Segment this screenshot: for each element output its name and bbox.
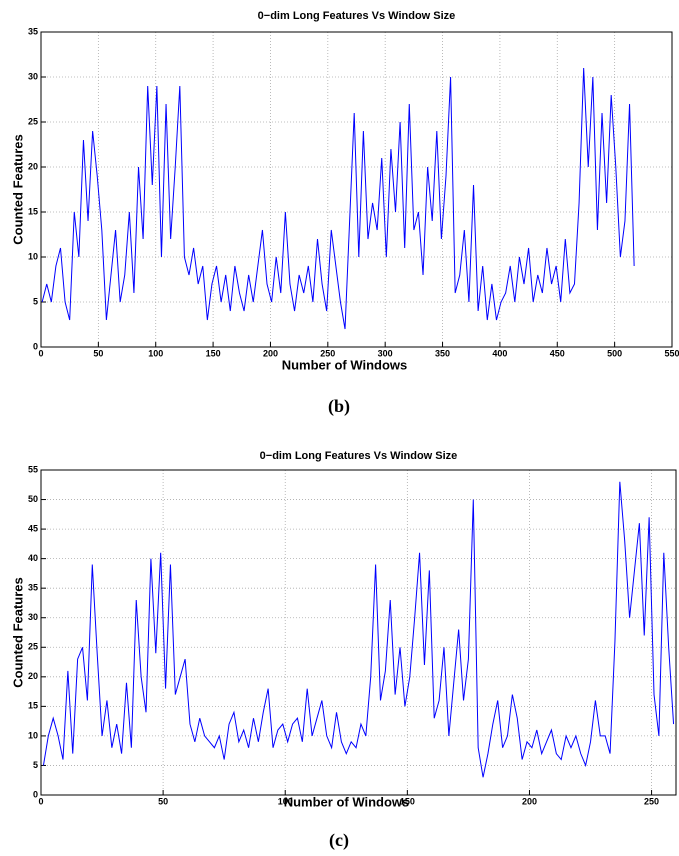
y-tick-label: 10	[28, 730, 38, 740]
y-tick-label: 25	[28, 116, 38, 126]
y-tick-label: 30	[28, 71, 38, 81]
x-tick-label: 200	[522, 796, 537, 806]
x-axis-label: Number of Windows	[284, 794, 410, 809]
y-axis-label: Counted Features	[10, 577, 25, 688]
x-tick-label: 100	[278, 796, 293, 806]
x-tick-label: 350	[435, 348, 450, 358]
x-tick-label: 300	[378, 348, 393, 358]
chart-title: 0−dim Long Features Vs Window Size	[258, 10, 456, 22]
y-tick-label: 35	[28, 26, 38, 36]
y-tick-label: 0	[33, 341, 38, 351]
x-tick-label: 550	[664, 348, 679, 358]
y-tick-label: 15	[28, 701, 38, 711]
y-tick-label: 35	[28, 583, 38, 593]
y-tick-label: 55	[28, 464, 38, 474]
y-tick-label: 45	[28, 523, 38, 533]
y-tick-label: 0	[33, 789, 38, 799]
y-tick-label: 10	[28, 251, 38, 261]
y-tick-label: 50	[28, 494, 38, 504]
x-tick-label: 0	[38, 348, 43, 358]
x-tick-label: 450	[550, 348, 565, 358]
x-tick-label: 50	[93, 348, 103, 358]
x-tick-label: 50	[158, 796, 168, 806]
x-tick-label: 500	[607, 348, 622, 358]
chart-title: 0−dim Long Features Vs Window Size	[260, 450, 458, 462]
y-tick-label: 30	[28, 612, 38, 622]
x-tick-label: 250	[644, 796, 659, 806]
data-line	[42, 481, 675, 778]
x-tick-label: 400	[492, 348, 507, 358]
x-tick-label: 250	[320, 348, 335, 358]
y-tick-label: 15	[28, 206, 38, 216]
y-tick-label: 25	[28, 642, 38, 652]
x-tick-label: 150	[400, 796, 415, 806]
y-axis-label: Counted Features	[10, 134, 25, 245]
y-tick-label: 5	[33, 760, 38, 770]
x-tick-label: 200	[263, 348, 278, 358]
x-axis-label: Number of Windows	[282, 357, 408, 372]
caption: (b)	[328, 396, 350, 417]
x-tick-label: 100	[148, 348, 163, 358]
caption: (c)	[329, 830, 349, 851]
axes-box	[40, 31, 673, 348]
y-tick-label: 20	[28, 671, 38, 681]
y-tick-label: 20	[28, 161, 38, 171]
y-tick-label: 40	[28, 553, 38, 563]
x-tick-label: 0	[38, 796, 43, 806]
x-tick-label: 150	[206, 348, 221, 358]
y-tick-label: 5	[33, 296, 38, 306]
data-line	[41, 67, 635, 330]
axes-box	[40, 469, 677, 796]
